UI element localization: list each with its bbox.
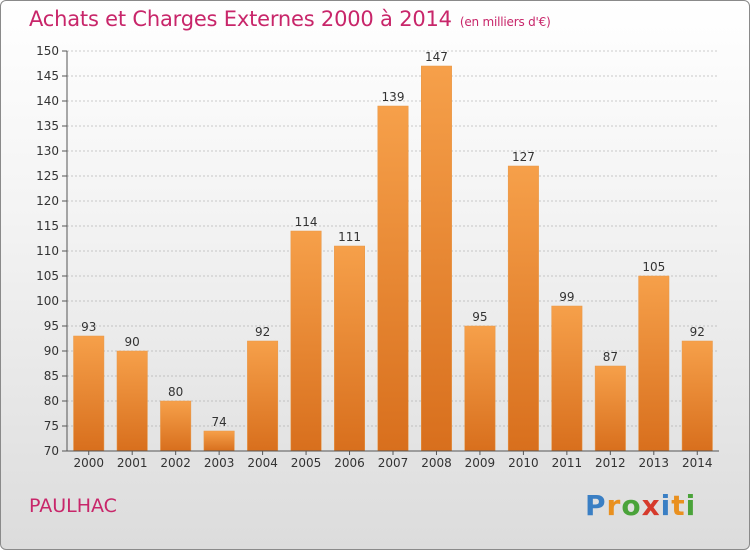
x-tick-label-2009: 2009 bbox=[465, 456, 496, 470]
data-label-2014: 92 bbox=[690, 325, 705, 339]
y-tick-label: 75 bbox=[44, 419, 59, 433]
data-label-2007: 139 bbox=[382, 90, 405, 104]
axis-layer: 70 75 80 85 90 95 100 105 110 115 120 125 130 135 140 1… bbox=[36, 44, 719, 470]
bar-2008 bbox=[421, 65, 452, 452]
x-tick-label-2012: 2012 bbox=[595, 456, 626, 470]
data-label-2001: 90 bbox=[125, 335, 140, 349]
bar-2007 bbox=[377, 105, 409, 452]
x-tick-label-2005: 2005 bbox=[291, 456, 322, 470]
y-tick-label: 150 bbox=[36, 44, 59, 58]
bars-layer bbox=[73, 65, 713, 452]
bar-2009 bbox=[464, 325, 496, 452]
y-tick-label: 110 bbox=[36, 244, 59, 258]
logo-letter: r bbox=[606, 489, 622, 522]
x-tick-label-2001: 2001 bbox=[117, 456, 148, 470]
x-tick-label-2003: 2003 bbox=[204, 456, 235, 470]
y-tick-label: 70 bbox=[44, 444, 59, 458]
y-tick-label: 125 bbox=[36, 169, 59, 183]
bar-2010 bbox=[507, 165, 539, 452]
data-label-2006: 111 bbox=[338, 230, 361, 244]
x-tick-label-2011: 2011 bbox=[552, 456, 583, 470]
labels-layer: 93 90 80 74 92 114 111 139 147 95 127 99 87 105 92 bbox=[81, 50, 705, 429]
y-tick-label: 120 bbox=[36, 194, 59, 208]
data-label-2002: 80 bbox=[168, 385, 183, 399]
bar-2005 bbox=[290, 230, 322, 452]
data-label-2008: 147 bbox=[425, 50, 448, 64]
commune-name: PAULHAC bbox=[29, 495, 117, 517]
data-label-2013: 105 bbox=[642, 260, 665, 274]
y-tick-label: 100 bbox=[36, 294, 59, 308]
logo-letter: o bbox=[621, 489, 642, 522]
bar-2006 bbox=[334, 245, 365, 452]
data-label-2003: 74 bbox=[211, 415, 226, 429]
logo-letter: t bbox=[671, 489, 686, 522]
data-label-2000: 93 bbox=[81, 320, 96, 334]
logo-letter: P bbox=[585, 489, 607, 522]
y-tick-label: 105 bbox=[36, 269, 59, 283]
x-tick-label-2014: 2014 bbox=[682, 456, 713, 470]
y-tick-label: 145 bbox=[36, 69, 59, 83]
data-label-2010: 127 bbox=[512, 150, 535, 164]
chart-title-text: Achats et Charges Externes 2000 à 2014 bbox=[29, 7, 452, 31]
y-tick-label: 90 bbox=[44, 344, 59, 358]
bar-2002 bbox=[160, 400, 192, 452]
data-label-2004: 92 bbox=[255, 325, 270, 339]
data-label-2011: 99 bbox=[559, 290, 574, 304]
y-tick-label: 80 bbox=[44, 394, 59, 408]
bar-2014 bbox=[681, 340, 713, 452]
chart-title: Achats et Charges Externes 2000 à 2014 (e… bbox=[29, 7, 551, 31]
y-tick-label: 140 bbox=[36, 94, 59, 108]
y-tick-label: 115 bbox=[36, 219, 59, 233]
data-label-2012: 87 bbox=[603, 350, 618, 364]
y-tick-label: 130 bbox=[36, 144, 59, 158]
x-tick-label-2004: 2004 bbox=[247, 456, 278, 470]
y-tick-label: 135 bbox=[36, 119, 59, 133]
bar-2000 bbox=[73, 335, 105, 452]
logo-letter: i bbox=[660, 489, 672, 522]
x-tick-label-2002: 2002 bbox=[160, 456, 191, 470]
y-tick-label: 95 bbox=[44, 319, 59, 333]
bar-2004 bbox=[247, 340, 279, 452]
data-label-2005: 114 bbox=[295, 215, 318, 229]
logo-letter: i bbox=[685, 489, 697, 522]
bar-2001 bbox=[116, 350, 148, 452]
proxiti-logo: Proxiti bbox=[585, 489, 696, 522]
bar-2003 bbox=[203, 430, 235, 452]
bar-2012 bbox=[594, 365, 626, 452]
bar-2011 bbox=[551, 305, 583, 452]
data-label-2009: 95 bbox=[472, 310, 487, 324]
y-tick-label: 85 bbox=[44, 369, 59, 383]
x-tick-label-2008: 2008 bbox=[421, 456, 452, 470]
x-tick-label-2010: 2010 bbox=[508, 456, 539, 470]
chart-unit: (en milliers d'€) bbox=[459, 15, 551, 29]
x-tick-label-2006: 2006 bbox=[334, 456, 365, 470]
logo-letter: x bbox=[641, 489, 661, 522]
bar-2013 bbox=[638, 275, 670, 452]
x-tick-label-2013: 2013 bbox=[639, 456, 670, 470]
x-tick-label-2007: 2007 bbox=[378, 456, 409, 470]
x-tick-label-2000: 2000 bbox=[73, 456, 104, 470]
